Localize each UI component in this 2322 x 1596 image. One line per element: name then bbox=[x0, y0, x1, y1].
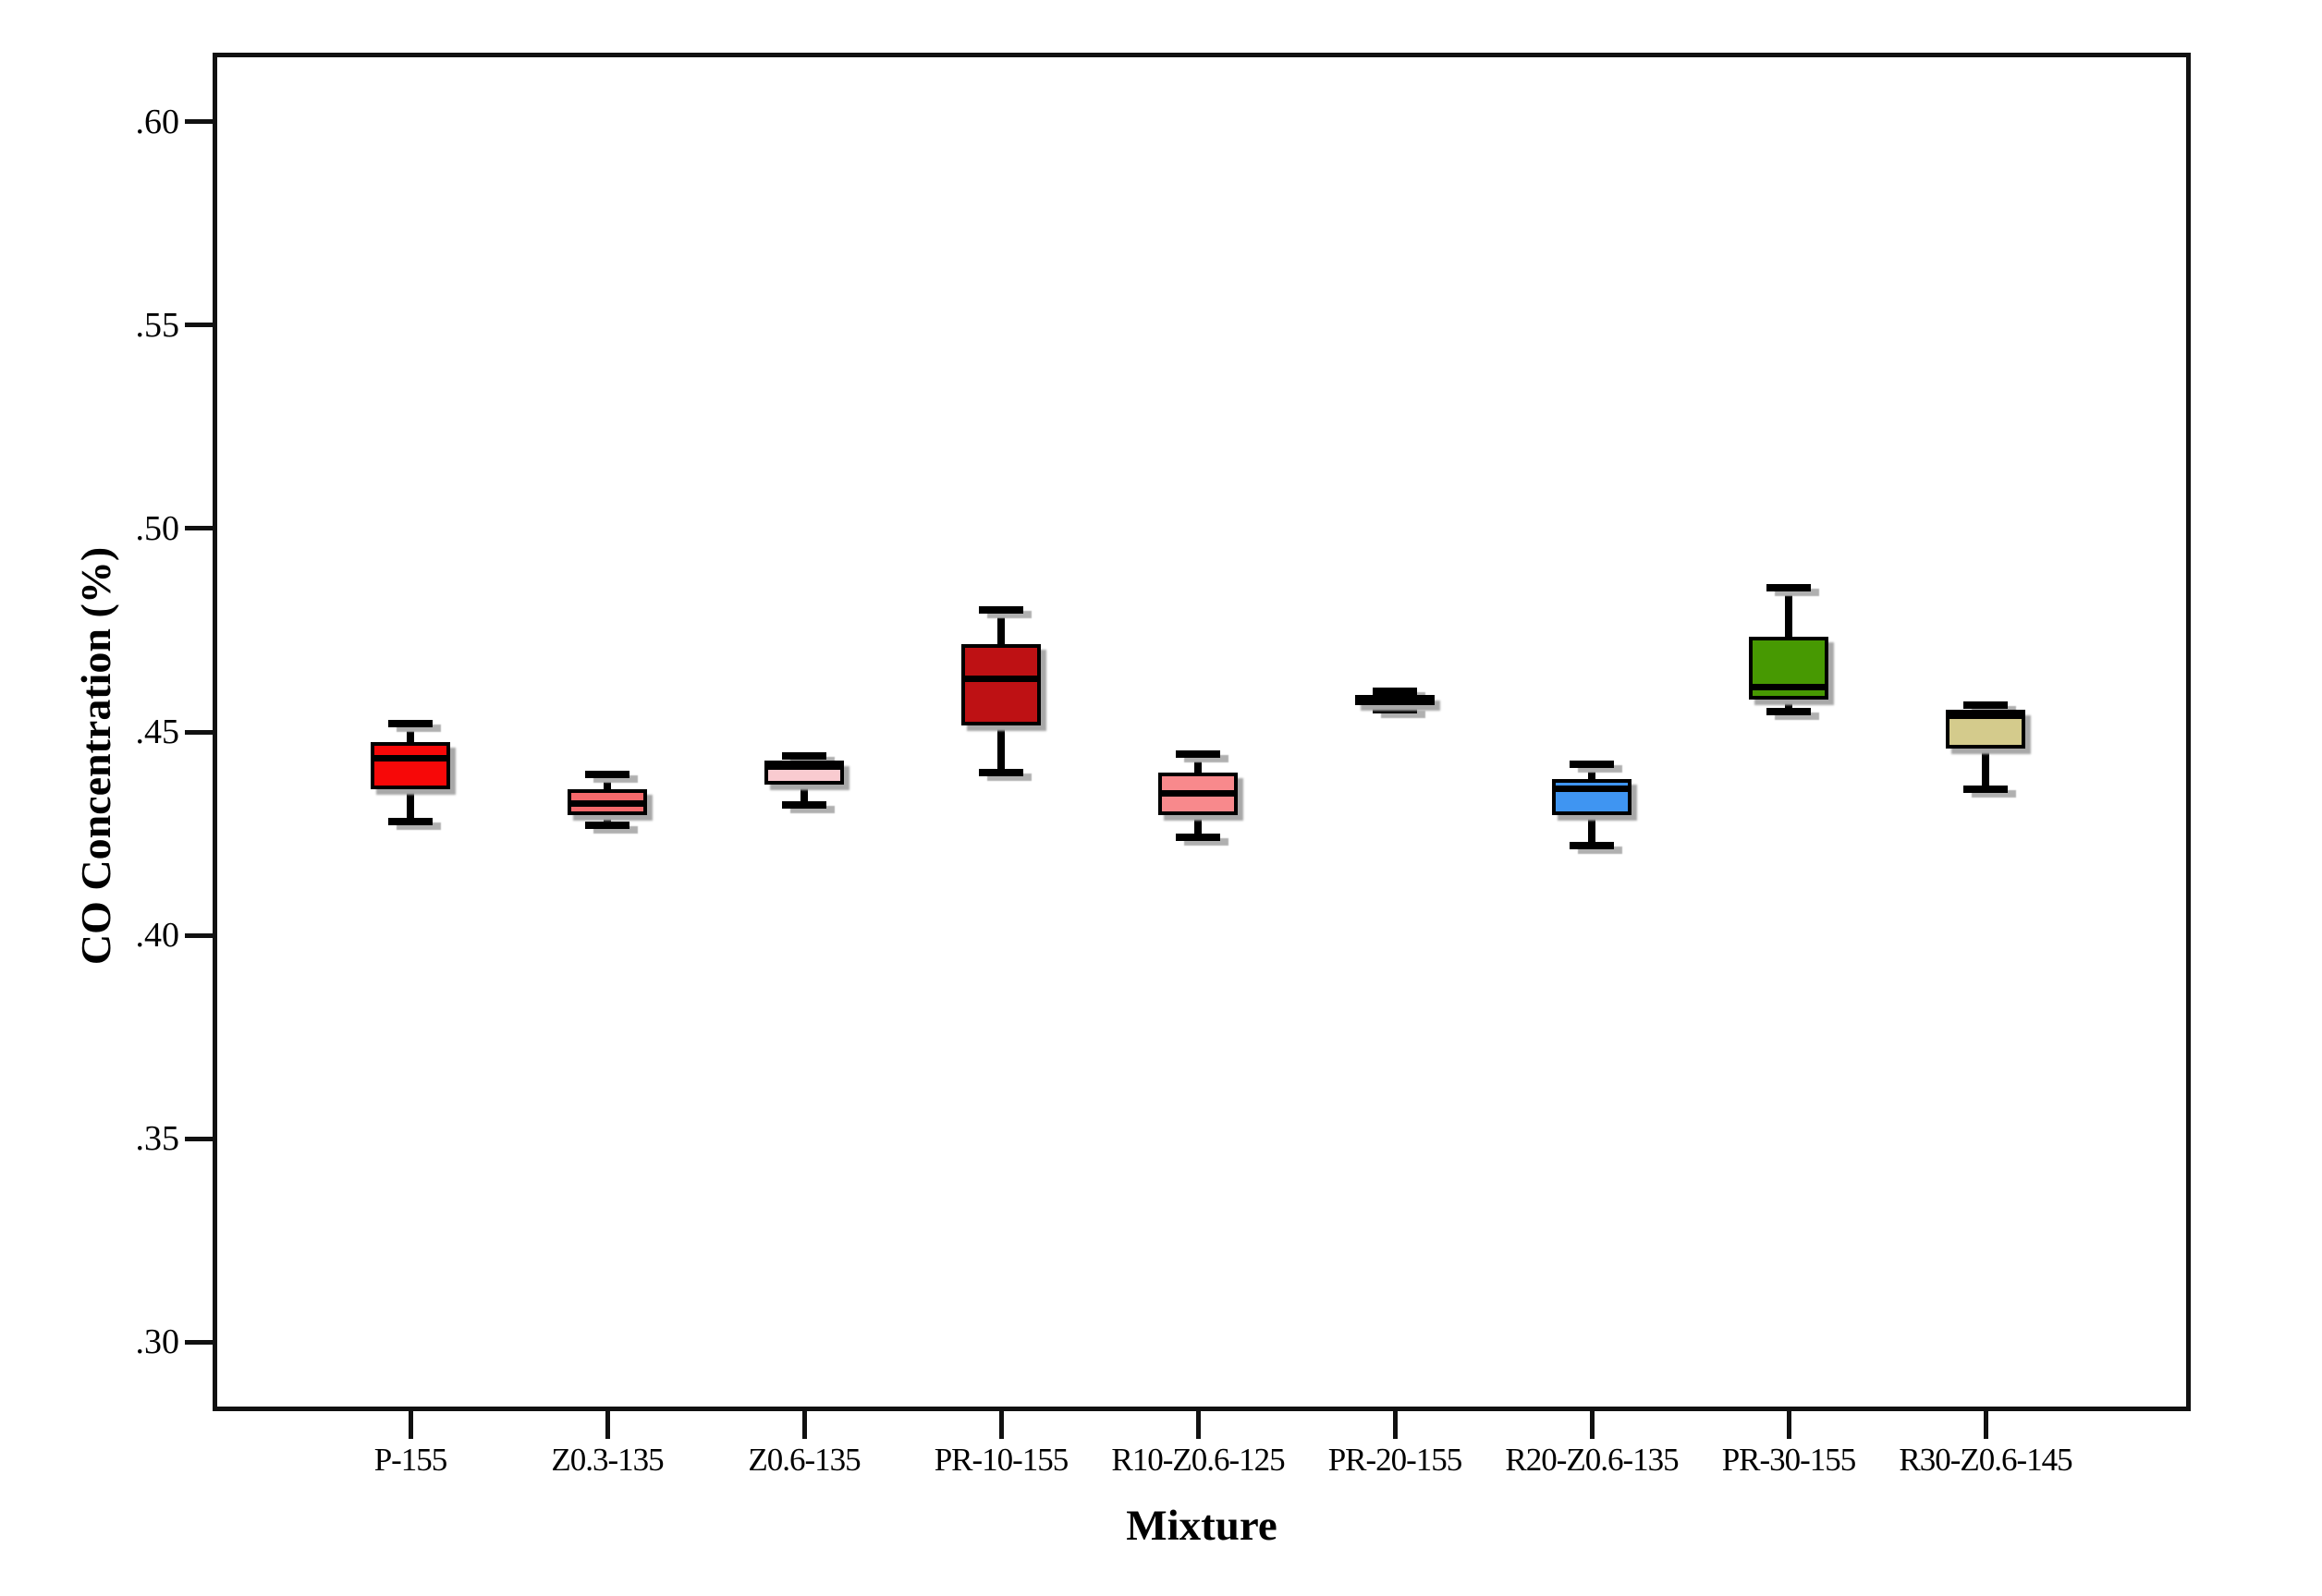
y-tick-label: .45 bbox=[135, 713, 180, 751]
whisker-cap-upper bbox=[388, 720, 433, 728]
whisker-cap-lower bbox=[1766, 707, 1811, 715]
whisker-upper bbox=[1588, 764, 1595, 779]
whisker-upper bbox=[604, 774, 611, 789]
y-tick-mark bbox=[185, 1136, 213, 1141]
x-tick-mark bbox=[1589, 1411, 1595, 1439]
median-line bbox=[961, 676, 1041, 683]
x-category-label: P-155 bbox=[373, 1442, 448, 1478]
whisker-cap-upper bbox=[782, 752, 826, 761]
whisker-cap-upper bbox=[979, 605, 1023, 614]
whisker-cap-lower bbox=[388, 817, 433, 825]
whisker-cap-lower bbox=[1176, 834, 1220, 842]
whisker-lower bbox=[1785, 699, 1792, 712]
x-tick-mark bbox=[998, 1411, 1004, 1439]
whisker-lower bbox=[997, 725, 1005, 773]
whisker-cap-lower bbox=[979, 769, 1023, 776]
median-line bbox=[1552, 786, 1632, 793]
y-tick-label: .30 bbox=[135, 1322, 180, 1362]
whisker-lower bbox=[1982, 748, 1989, 789]
box bbox=[1552, 778, 1632, 816]
y-tick-mark bbox=[185, 1339, 213, 1345]
median-line bbox=[1946, 712, 2025, 719]
median-line bbox=[764, 762, 844, 770]
plot-frame bbox=[213, 53, 2191, 1411]
x-tick-mark bbox=[1983, 1411, 1988, 1439]
y-tick-mark bbox=[185, 932, 213, 938]
median-line bbox=[371, 755, 450, 762]
x-category-label: Z0.3-135 bbox=[551, 1442, 664, 1478]
y-tick-mark bbox=[185, 323, 213, 328]
whisker-upper bbox=[1785, 587, 1792, 637]
whisker-upper bbox=[1194, 754, 1202, 773]
whisker-cap-upper bbox=[1373, 687, 1417, 695]
x-tick-mark bbox=[1786, 1411, 1791, 1439]
whisker-upper bbox=[407, 724, 414, 742]
whisker-upper bbox=[997, 609, 1005, 645]
whisker-cap-upper bbox=[585, 771, 629, 779]
whisker-cap-lower bbox=[1570, 842, 1614, 850]
x-category-label: R20-Z0.6-135 bbox=[1505, 1442, 1679, 1478]
y-tick-label: .55 bbox=[135, 305, 180, 345]
whisker-cap-lower bbox=[1963, 785, 2008, 793]
x-tick-mark bbox=[1392, 1411, 1398, 1439]
y-tick-mark bbox=[185, 119, 213, 125]
x-category-label: PR-30-155 bbox=[1721, 1442, 1857, 1478]
whisker-cap-lower bbox=[1373, 705, 1417, 713]
box bbox=[961, 644, 1041, 726]
whisker-cap-upper bbox=[1176, 750, 1220, 759]
x-category-label: R30-Z0.6-145 bbox=[1899, 1442, 2072, 1478]
median-line bbox=[1158, 789, 1238, 797]
x-axis-title: Mixture bbox=[1126, 1502, 1277, 1550]
x-tick-mark bbox=[801, 1411, 807, 1439]
whisker-lower bbox=[407, 788, 414, 822]
whisker-cap-upper bbox=[1963, 701, 2008, 710]
whisker-cap-lower bbox=[782, 801, 826, 810]
y-tick-label: .50 bbox=[135, 508, 180, 548]
whisker-lower bbox=[1588, 815, 1595, 847]
box bbox=[371, 742, 450, 789]
x-category-label: PR-20-155 bbox=[1327, 1442, 1463, 1478]
y-tick-label: .40 bbox=[135, 916, 180, 956]
x-tick-mark bbox=[408, 1411, 413, 1439]
median-line bbox=[1749, 684, 1828, 691]
y-tick-mark bbox=[185, 526, 213, 531]
x-tick-mark bbox=[1195, 1411, 1201, 1439]
x-category-label: Z0.6-135 bbox=[748, 1442, 861, 1478]
whisker-lower bbox=[1194, 815, 1202, 838]
whisker-cap-upper bbox=[1570, 761, 1614, 769]
whisker-cap-lower bbox=[585, 822, 629, 830]
whisker-cap-upper bbox=[1766, 583, 1811, 591]
x-category-label: R10-Z0.6-125 bbox=[1111, 1442, 1285, 1478]
y-tick-label: .60 bbox=[135, 102, 180, 141]
x-tick-mark bbox=[605, 1411, 610, 1439]
y-tick-mark bbox=[185, 729, 213, 735]
whisker-lower bbox=[604, 815, 611, 826]
y-tick-label: .35 bbox=[135, 1119, 180, 1159]
whisker-lower bbox=[800, 785, 808, 806]
x-category-label: PR-10-155 bbox=[934, 1442, 1069, 1478]
median-line bbox=[1355, 698, 1435, 705]
median-line bbox=[568, 799, 647, 807]
